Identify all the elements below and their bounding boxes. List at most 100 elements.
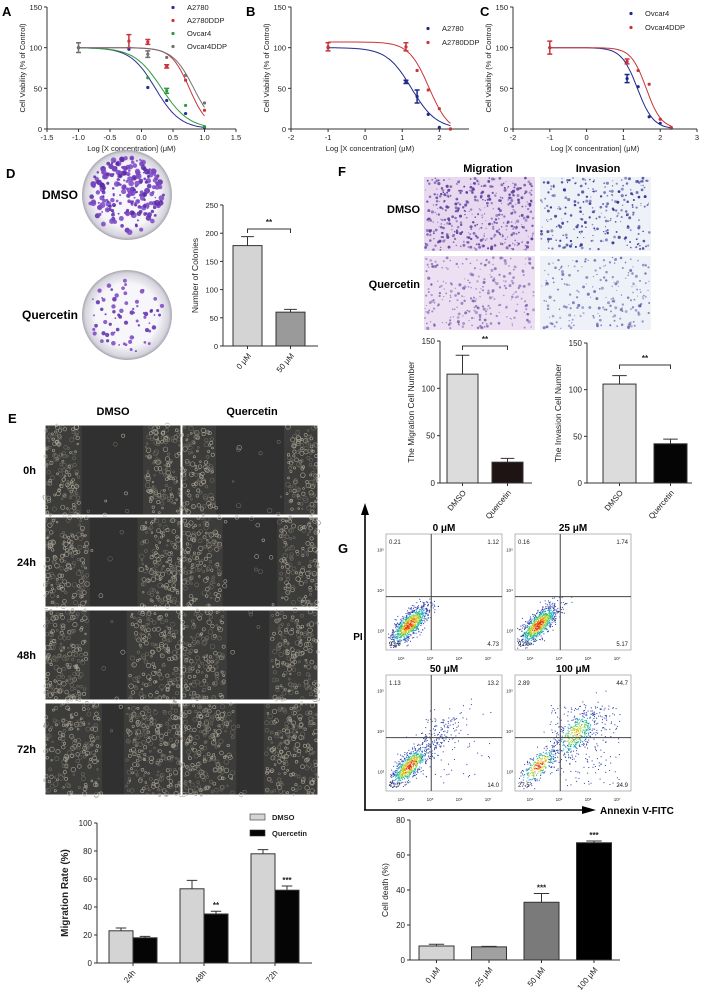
bar bbox=[179, 888, 205, 964]
cell bbox=[546, 181, 550, 185]
bar bbox=[576, 842, 612, 961]
cell bbox=[145, 478, 151, 483]
cell bbox=[611, 185, 614, 187]
colony bbox=[108, 204, 112, 208]
legend-label: Ovcar4 bbox=[187, 29, 211, 38]
cell bbox=[482, 184, 485, 188]
cell bbox=[524, 300, 527, 303]
cell bbox=[153, 434, 159, 440]
cell bbox=[153, 466, 160, 472]
cell bbox=[591, 223, 594, 226]
event bbox=[406, 610, 408, 612]
cell bbox=[601, 306, 605, 309]
cell bbox=[566, 181, 569, 184]
cell bbox=[614, 258, 617, 261]
cell bbox=[437, 182, 441, 186]
cell bbox=[593, 227, 596, 230]
cell bbox=[425, 257, 428, 261]
cell bbox=[164, 456, 171, 462]
cell bbox=[286, 453, 291, 457]
data-point bbox=[625, 59, 629, 64]
cell bbox=[78, 535, 83, 541]
cell bbox=[543, 299, 545, 302]
bar bbox=[132, 937, 158, 964]
cell bbox=[300, 458, 304, 463]
cell bbox=[447, 245, 451, 249]
cell bbox=[555, 321, 558, 324]
panel-label-E: E bbox=[8, 411, 17, 426]
cell bbox=[609, 324, 612, 327]
cell bbox=[612, 241, 615, 244]
cell bbox=[490, 177, 495, 181]
cell bbox=[468, 310, 471, 313]
cell bbox=[479, 291, 481, 294]
cell bbox=[514, 222, 516, 224]
cell bbox=[507, 198, 510, 201]
cell bbox=[598, 315, 601, 317]
cell bbox=[643, 195, 647, 199]
cell bbox=[510, 279, 514, 283]
cell bbox=[546, 209, 550, 213]
cell bbox=[45, 481, 50, 486]
cell bbox=[600, 324, 603, 327]
cell bbox=[293, 478, 298, 483]
cell bbox=[509, 317, 512, 320]
cell bbox=[98, 593, 104, 599]
cell bbox=[479, 209, 482, 211]
cell bbox=[619, 317, 622, 320]
cell bbox=[438, 291, 442, 295]
cell bbox=[71, 478, 75, 482]
cell bbox=[427, 291, 430, 294]
y-tick-label: 50 bbox=[278, 84, 286, 93]
cell bbox=[160, 431, 166, 436]
wound-gap bbox=[216, 425, 284, 515]
x-tick-label: -1.5 bbox=[41, 133, 54, 142]
cell bbox=[604, 216, 606, 218]
event bbox=[420, 631, 422, 633]
colony bbox=[100, 307, 104, 312]
cell bbox=[507, 185, 510, 188]
cell bbox=[65, 454, 69, 458]
cell bbox=[577, 269, 579, 272]
cell bbox=[459, 203, 462, 206]
cell bbox=[547, 273, 550, 276]
cell bbox=[516, 219, 520, 223]
cell bbox=[53, 493, 57, 497]
cell bbox=[462, 206, 465, 209]
cell bbox=[513, 209, 515, 211]
cell bbox=[155, 441, 161, 447]
cell bbox=[492, 279, 495, 282]
cell bbox=[172, 470, 176, 474]
cell bbox=[613, 235, 616, 239]
cell bbox=[433, 301, 436, 304]
cell bbox=[162, 488, 166, 492]
cell bbox=[425, 322, 428, 325]
wound-healing-image bbox=[179, 424, 321, 517]
cell bbox=[592, 314, 595, 317]
x-tick-label: Quercetin bbox=[484, 489, 513, 521]
event bbox=[423, 617, 425, 619]
cell bbox=[567, 265, 569, 267]
cell bbox=[560, 267, 562, 269]
cell bbox=[104, 499, 108, 503]
colony bbox=[101, 190, 106, 195]
cell bbox=[456, 291, 461, 296]
cell bbox=[564, 206, 567, 209]
cell bbox=[208, 464, 214, 470]
cell bbox=[430, 262, 434, 266]
cell bbox=[646, 179, 649, 183]
cell bbox=[426, 200, 429, 203]
colony bbox=[109, 218, 115, 224]
cell bbox=[626, 225, 630, 229]
cell bbox=[647, 231, 651, 234]
cell bbox=[469, 262, 472, 265]
cell bbox=[489, 184, 493, 188]
cell bbox=[297, 507, 300, 510]
event bbox=[410, 635, 412, 637]
cell bbox=[51, 600, 56, 605]
x-tick-label: 0 μM bbox=[235, 351, 254, 371]
cell bbox=[527, 236, 529, 238]
colony bbox=[152, 205, 157, 210]
cell bbox=[293, 490, 298, 496]
colony bbox=[130, 160, 135, 165]
